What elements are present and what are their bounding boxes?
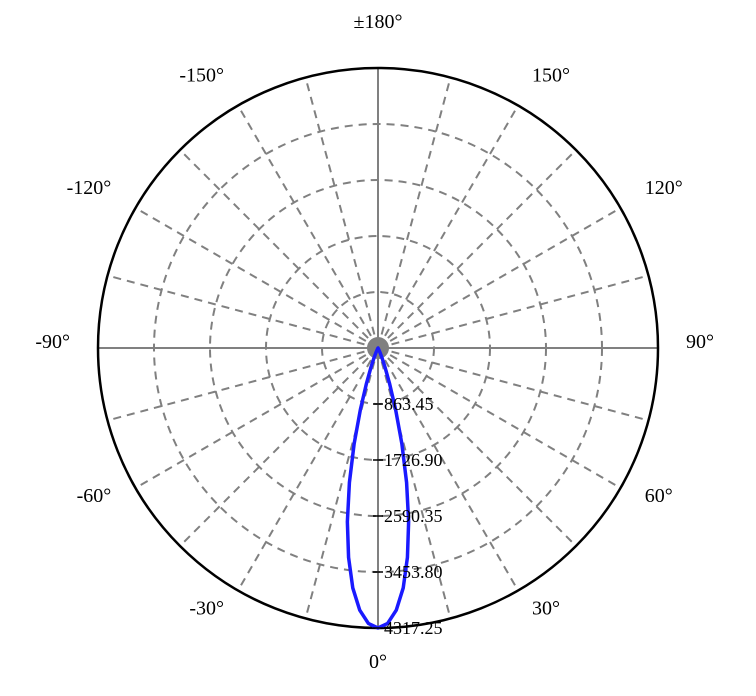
grid-spoke xyxy=(378,106,518,348)
grid-spoke xyxy=(136,208,378,348)
angle-label: 0° xyxy=(369,651,387,673)
angle-label: -120° xyxy=(67,177,112,199)
radial-label: 1726.90 xyxy=(384,450,443,470)
grid-spoke xyxy=(378,78,450,348)
grid-spoke xyxy=(238,348,378,590)
grid-spoke xyxy=(136,348,378,488)
angle-label: -90° xyxy=(35,331,70,353)
grid-spoke xyxy=(306,78,378,348)
radial-label: 2590.35 xyxy=(384,506,443,526)
polar-chart: ±180° -150° -120° -90° -60° -30° 0° 30° 60° 90° 12… xyxy=(0,0,756,696)
angle-label: 30° xyxy=(532,598,560,620)
grid-spoke xyxy=(108,276,378,348)
grid-spoke xyxy=(306,348,378,618)
angle-label: 90° xyxy=(686,331,714,353)
polar-chart-svg: ±180° -150° -120° -90° -60° -30° 0° 30° 60° 90° 12… xyxy=(0,0,756,696)
grid-spoke xyxy=(108,348,378,420)
grid-spoke xyxy=(180,150,378,348)
grid-spoke xyxy=(238,106,378,348)
angle-label: 120° xyxy=(645,177,683,199)
grid-spoke xyxy=(378,208,620,348)
grid-spoke xyxy=(378,150,576,348)
angle-label: -30° xyxy=(189,598,224,620)
grid-spoke xyxy=(378,276,648,348)
radial-label: 4317.25 xyxy=(384,618,443,638)
angle-label: 150° xyxy=(532,64,570,86)
angle-label: -150° xyxy=(179,64,224,86)
angle-label: ±180° xyxy=(354,11,403,33)
angle-label: 60° xyxy=(645,485,673,507)
radial-label: 3453.80 xyxy=(384,562,443,582)
angle-label: -60° xyxy=(77,485,112,507)
radial-label: 863.45 xyxy=(384,394,434,414)
